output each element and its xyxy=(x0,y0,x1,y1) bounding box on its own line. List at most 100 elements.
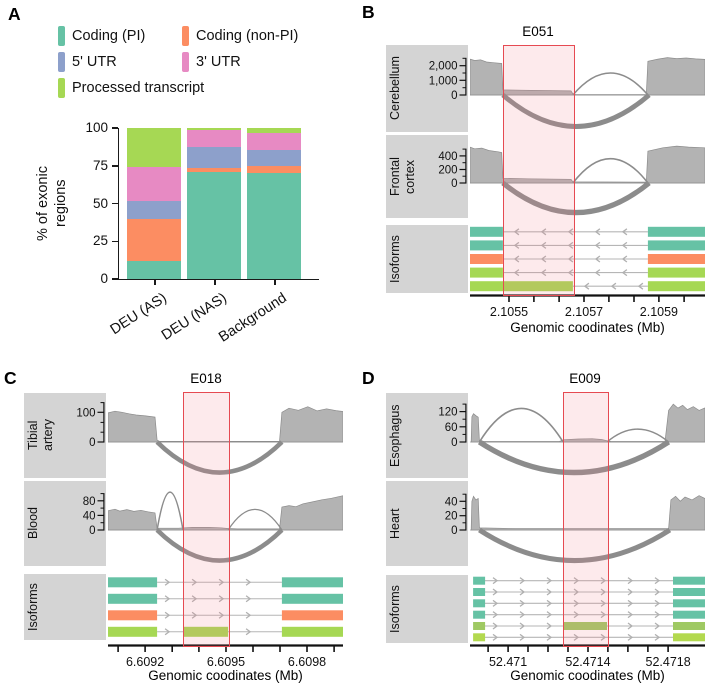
strand-arrow-icon xyxy=(594,269,601,277)
panel-c: C E018 Tibial artery 100 0 Blood 80 40 0 Is… xyxy=(0,362,354,699)
bar-segment xyxy=(247,173,301,279)
esophagus-coverage-plot xyxy=(470,393,705,478)
strand-arrow-icon xyxy=(573,588,580,596)
x-tick-label: 6.6092 xyxy=(126,655,164,669)
isoform-exon-block xyxy=(108,610,158,621)
y-tick-label: 2,000 xyxy=(429,61,458,73)
coverage-area xyxy=(108,495,343,531)
strand-arrow-icon xyxy=(594,241,601,249)
track-strip-tibial-artery: Tibial artery 100 0 xyxy=(24,393,106,478)
bar-segment xyxy=(187,128,241,130)
strand-arrow-icon xyxy=(191,611,198,619)
coverage-area xyxy=(470,403,705,443)
junction-arc-up xyxy=(156,491,184,531)
legend-item-processed-transcript: Processed transcript xyxy=(58,78,204,98)
bar-segment xyxy=(127,128,181,168)
track-strip-frontal-cortex: Frontal cortex 400 200 0 xyxy=(386,135,468,218)
isoform-exon-block xyxy=(673,588,705,596)
strand-arrow-icon xyxy=(621,241,628,249)
strand-arrow-icon xyxy=(218,611,225,619)
panel-b-label: B xyxy=(362,2,375,22)
isoform-models-plot xyxy=(108,574,343,640)
isoform-exon-block xyxy=(473,599,486,608)
legend-swatch-processed-transcript-icon xyxy=(58,78,65,98)
y-tick-label: 80 xyxy=(83,496,96,508)
isoform-exon-block xyxy=(647,226,705,237)
strand-arrow-icon xyxy=(573,599,580,607)
cerebellum-coverage-plot xyxy=(470,45,705,132)
isoform-exon-block xyxy=(473,622,486,630)
x-tick-label: 6.6098 xyxy=(288,655,326,669)
y-axis-tick xyxy=(112,240,118,243)
strand-arrow-icon xyxy=(519,611,526,619)
strand-arrow-icon xyxy=(654,611,661,619)
y-tick-label: 25 xyxy=(92,233,108,249)
isoform-exon-block xyxy=(473,633,486,642)
strand-arrow-icon xyxy=(164,611,171,619)
junction-arc-down xyxy=(501,180,651,216)
junction-arc-down xyxy=(155,528,284,563)
y-axis-tick xyxy=(112,202,118,205)
strand-arrow-icon xyxy=(540,255,547,263)
junction-arc-up xyxy=(572,158,649,184)
y-tick-label: 0 xyxy=(451,90,457,102)
track-strip-isoforms: Isoforms xyxy=(24,574,106,640)
x-axis-title: Genomic coodinates (Mb) xyxy=(510,668,665,683)
strand-arrow-icon xyxy=(600,588,607,596)
x-axis-title: Genomic coodinates (Mb) xyxy=(510,320,665,335)
strand-arrow-icon xyxy=(519,633,526,641)
y-tick-label: 50 xyxy=(92,195,108,211)
panel-b: B E051 Cerebellum 2,000 1,000 0 Frontal co… xyxy=(354,0,709,362)
strand-arrow-icon xyxy=(492,622,499,630)
x-tick-label: 2.1057 xyxy=(565,305,603,319)
y-tick-label: 200 xyxy=(438,165,457,177)
isoform-exon-block xyxy=(470,254,503,264)
isoform-exon-block xyxy=(473,576,486,585)
junction-arc-up xyxy=(227,508,283,531)
strand-arrow-icon xyxy=(513,241,520,249)
strand-arrow-icon xyxy=(513,228,520,236)
x-tick-label: 52.4714 xyxy=(565,655,610,669)
legend-item-3utr: 3' UTR xyxy=(182,52,241,72)
y-tick-label: 0 xyxy=(451,525,457,537)
track-name: Esophagus xyxy=(388,404,402,467)
y-tick-label: 40 xyxy=(83,510,96,522)
bar-segment xyxy=(187,168,241,172)
isoform-exon-block xyxy=(108,626,158,637)
strand-arrow-icon xyxy=(654,599,661,607)
tibial-artery-coverage-plot xyxy=(108,393,343,478)
track-strip-heart: Heart 40 20 0 xyxy=(386,481,468,566)
track-name: Blood xyxy=(26,507,40,540)
isoform-exon-block xyxy=(647,254,705,264)
bar-segment xyxy=(187,146,241,168)
isoform-exon-block xyxy=(647,240,705,251)
coverage-area xyxy=(470,495,705,531)
strand-arrow-icon xyxy=(627,599,634,607)
panel-d: D E009 Esophagus 120 60 0 Heart 40 20 0 Isof… xyxy=(354,362,709,699)
strand-arrow-icon xyxy=(567,228,574,236)
strand-arrow-icon xyxy=(654,588,661,596)
x-axis-tick xyxy=(214,279,216,285)
strand-arrow-icon xyxy=(627,588,634,596)
legend-swatch-coding-pi-icon xyxy=(58,26,65,46)
track-name: Isoforms xyxy=(388,235,402,283)
strand-arrow-icon xyxy=(546,622,553,630)
y-tick-label: 60 xyxy=(445,422,458,434)
junction-arc-down xyxy=(477,439,671,476)
strand-arrow-icon xyxy=(573,577,580,585)
y-tick-label: 100 xyxy=(76,407,95,419)
legend-label: Processed transcript xyxy=(72,80,205,96)
track-name: Isoforms xyxy=(388,585,402,633)
panel-c-label: C xyxy=(4,368,17,388)
track-strip-isoforms: Isoforms xyxy=(386,575,468,643)
genomic-x-axis: 52.471 52.4714 52.4718 xyxy=(470,644,705,669)
strand-arrow-icon xyxy=(492,599,499,607)
x-tick-label: 6.6095 xyxy=(207,655,245,669)
legend-item-coding-pi: Coding (PI) xyxy=(58,26,145,46)
y-tick-label: 40 xyxy=(445,496,458,508)
heart-y-axis: 40 20 0 xyxy=(445,493,467,537)
isoform-exon-block xyxy=(673,576,705,585)
x-tick-label: 2.1055 xyxy=(490,305,528,319)
strand-arrow-icon xyxy=(540,241,547,249)
